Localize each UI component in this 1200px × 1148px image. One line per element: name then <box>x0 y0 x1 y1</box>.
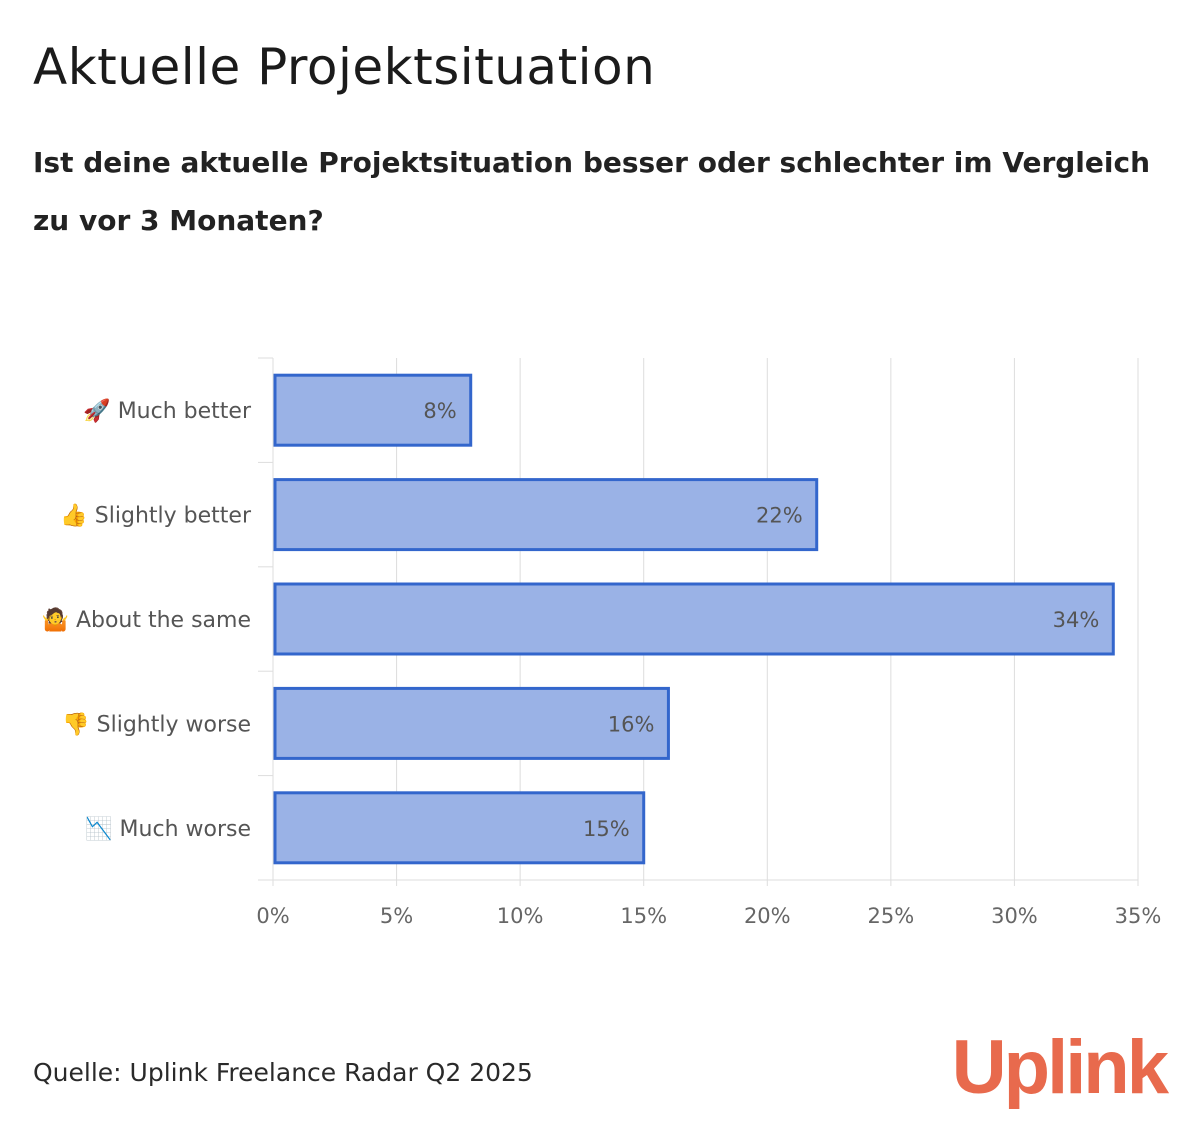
x-tick-label: 10% <box>497 904 544 928</box>
bar-value-label: 15% <box>583 817 630 841</box>
x-tick-label: 35% <box>1115 904 1162 928</box>
chart-title: Aktuelle Projektsituation <box>33 38 656 96</box>
bar <box>273 478 819 552</box>
category-label: 👍 Slightly better <box>60 503 252 529</box>
x-tick-label: 25% <box>868 904 915 928</box>
x-tick-label: 30% <box>991 904 1038 928</box>
bar <box>273 686 670 760</box>
bar <box>273 791 646 865</box>
category-label: 📉 Much worse <box>85 816 251 842</box>
category-label: 🚀 Much better <box>83 398 252 424</box>
chart-subtitle: Ist deine aktuelle Projektsituation bess… <box>33 146 1151 237</box>
uplink-logo: Uplink <box>951 1025 1169 1110</box>
bar-value-label: 16% <box>608 712 655 736</box>
category-label: 👎 Slightly worse <box>62 711 251 737</box>
x-tick-label: 0% <box>256 904 289 928</box>
source-note: Quelle: Uplink Freelance Radar Q2 2025 <box>33 1058 533 1087</box>
bar-chart: 0% 5% 10% 15% 20% 25% 30% 35% 8% 🚀 Much better 22%… <box>42 357 1162 928</box>
bar-value-label: 22% <box>756 504 803 528</box>
x-tick-label: 15% <box>620 904 667 928</box>
bar-value-label: 8% <box>423 399 456 423</box>
bar-value-label: 34% <box>1053 608 1100 632</box>
bar <box>273 373 473 447</box>
category-label: 🤷 About the same <box>42 606 251 633</box>
x-tick-label: 5% <box>380 904 413 928</box>
bar <box>273 582 1115 656</box>
x-tick-label: 20% <box>744 904 791 928</box>
